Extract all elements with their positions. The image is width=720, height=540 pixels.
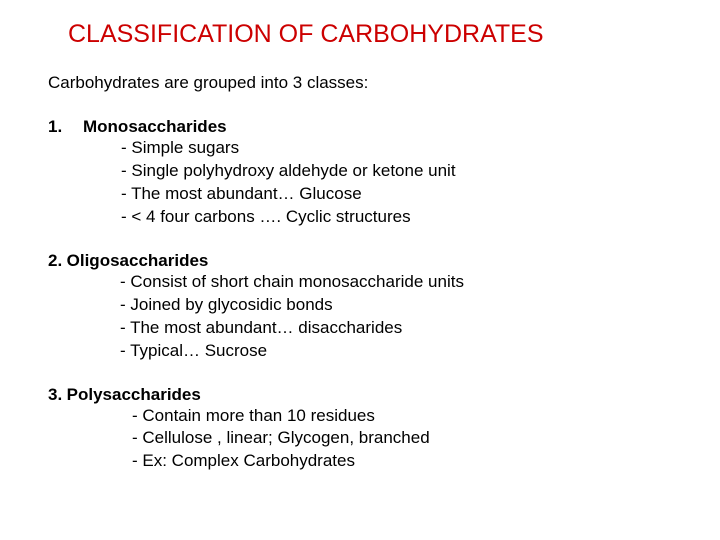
intro-text: Carbohydrates are grouped into 3 classes…	[48, 73, 672, 93]
bullets-2: - Consist of short chain monosaccharide …	[120, 271, 672, 363]
section-name-3: Polysaccharides	[67, 385, 201, 404]
bullet: - Simple sugars	[121, 137, 456, 160]
bullet: - Consist of short chain monosaccharide …	[120, 271, 672, 294]
section-name-2: Oligosaccharides	[67, 251, 209, 270]
section-oligosaccharides: 2. Oligosaccharides - Consist of short c…	[48, 251, 672, 363]
bullet: - Single polyhydroxy aldehyde or ketone …	[121, 160, 456, 183]
bullet: - Contain more than 10 residues	[132, 405, 672, 428]
bullet: - Ex: Complex Carbohydrates	[132, 450, 672, 473]
section-polysaccharides: 3. Polysaccharides - Contain more than 1…	[48, 385, 672, 474]
bullet: - Typical… Sucrose	[120, 340, 672, 363]
section-number-1: 1.	[48, 117, 83, 229]
bullet: - The most abundant… disaccharides	[120, 317, 672, 340]
section-monosaccharides: 1. Monosaccharides - Simple sugars - Sin…	[48, 117, 672, 229]
bullet: - Cellulose , linear; Glycogen, branched	[132, 427, 672, 450]
bullets-3: - Contain more than 10 residues - Cellul…	[132, 405, 672, 474]
bullet: - The most abundant… Glucose	[121, 183, 456, 206]
bullet: - Joined by glycosidic bonds	[120, 294, 672, 317]
section-number-3: 3.	[48, 385, 62, 405]
bullet: - < 4 four carbons …. Cyclic structures	[121, 206, 456, 229]
slide-title: CLASSIFICATION OF CARBOHYDRATES	[68, 20, 672, 49]
bullets-1: - Simple sugars - Single polyhydroxy ald…	[121, 137, 456, 229]
section-name-1: Monosaccharides	[83, 117, 227, 136]
section-number-2: 2.	[48, 251, 62, 271]
